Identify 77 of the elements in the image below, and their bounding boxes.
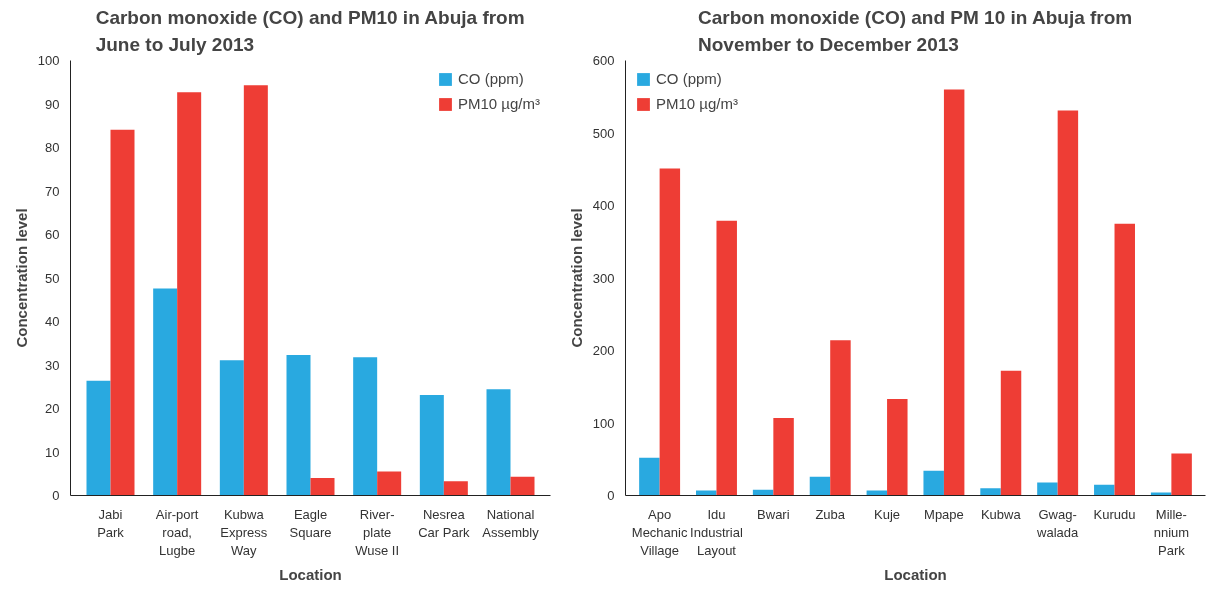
y-tick-label: 70: [45, 183, 60, 199]
bar: [659, 168, 681, 496]
y-tick-label: 300: [592, 270, 615, 286]
bar: [1114, 223, 1135, 496]
x-tick-label: Kubwa: [980, 506, 1022, 522]
x-tick-label: Nesrea Car Park: [418, 506, 470, 540]
bar: [353, 357, 378, 496]
x-tick-label: Mpape: [924, 506, 964, 522]
bar: [980, 488, 1001, 496]
y-tick-label: 30: [45, 357, 60, 373]
bar: [887, 399, 908, 496]
y-tick-label: 40: [45, 314, 60, 329]
x-tick-label: Apo Mechanic Village: [631, 506, 688, 558]
bar: [377, 471, 402, 496]
bar: [1037, 482, 1058, 496]
y-tick-label: 20: [45, 401, 60, 416]
y-tick-label: 10: [45, 444, 60, 460]
x-tick-label: Kurudu: [1093, 506, 1136, 522]
x-tick-label: Idu Industrial Layout: [690, 506, 743, 558]
bar: [1000, 370, 1022, 496]
y-tick-label: 60: [45, 227, 60, 242]
y-tick-label: 90: [45, 96, 60, 112]
y-tick-label: 200: [592, 343, 615, 358]
bar: [86, 380, 111, 496]
y-tick-label: 500: [592, 125, 615, 141]
bar: [943, 89, 965, 496]
bar: [486, 389, 511, 496]
x-axis-title: Location: [279, 565, 342, 583]
y-tick-label: 0: [52, 488, 60, 503]
legend-label: PM10 µg/m³: [458, 95, 540, 112]
bar: [177, 92, 202, 496]
x-tick-label: Jabi Park: [97, 506, 125, 540]
x-tick-label: River-plate Wuse II: [355, 506, 400, 558]
legend-label: CO (ppm): [656, 70, 722, 87]
bar: [1057, 110, 1079, 496]
bar: [219, 360, 244, 496]
bar: [830, 340, 851, 496]
y-tick-label: 100: [37, 53, 60, 68]
y-tick-label: 0: [607, 488, 615, 503]
x-tick-label: Bwari: [757, 506, 790, 522]
bar: [639, 457, 660, 496]
bar: [696, 490, 717, 496]
y-tick-label: 600: [592, 53, 615, 68]
bar: [510, 476, 535, 496]
x-tick-label: Mille-nnium Park: [1153, 506, 1190, 558]
x-tick-label: Kubwa Express Way: [220, 506, 268, 558]
bar: [773, 417, 794, 496]
bar: [153, 288, 178, 496]
bar: [866, 490, 888, 496]
bar: [923, 470, 944, 496]
legend-label: CO (ppm): [458, 70, 524, 87]
y-tick-label: 50: [45, 270, 60, 286]
y-tick-label: 80: [45, 140, 60, 155]
x-tick-label: Air-port road, Lugbe: [155, 506, 199, 558]
bar: [286, 354, 311, 496]
bar: [419, 395, 444, 496]
chart-title: Carbon monoxide (CO) and PM10 in Abuja from June to July 2013: [95, 7, 525, 56]
bar: [110, 129, 135, 496]
x-tick-label: Eagle Square: [289, 506, 332, 540]
y-tick-label: 400: [592, 198, 615, 213]
x-tick-label: Zuba: [815, 506, 846, 522]
bar: [310, 478, 335, 496]
legend-label: PM10 µg/m³: [656, 95, 738, 112]
bar: [243, 85, 268, 496]
bar: [443, 481, 468, 496]
bar: [1171, 453, 1192, 496]
x-tick-label: Gwag-walada: [1036, 506, 1080, 540]
y-axis-title: Concentration level: [12, 208, 30, 348]
bar: [1094, 484, 1115, 496]
chart-title: Carbon monoxide (CO) and PM 10 in Abuja from November to December 2013: [698, 7, 1133, 56]
x-axis-title: Location: [884, 565, 947, 583]
y-tick-label: 100: [592, 415, 615, 431]
bar: [716, 220, 737, 496]
x-tick-label: Kuje: [874, 506, 901, 522]
x-tick-label: National Assembly: [482, 506, 540, 540]
y-axis-title: Concentration level: [567, 208, 585, 348]
bar: [809, 476, 831, 496]
